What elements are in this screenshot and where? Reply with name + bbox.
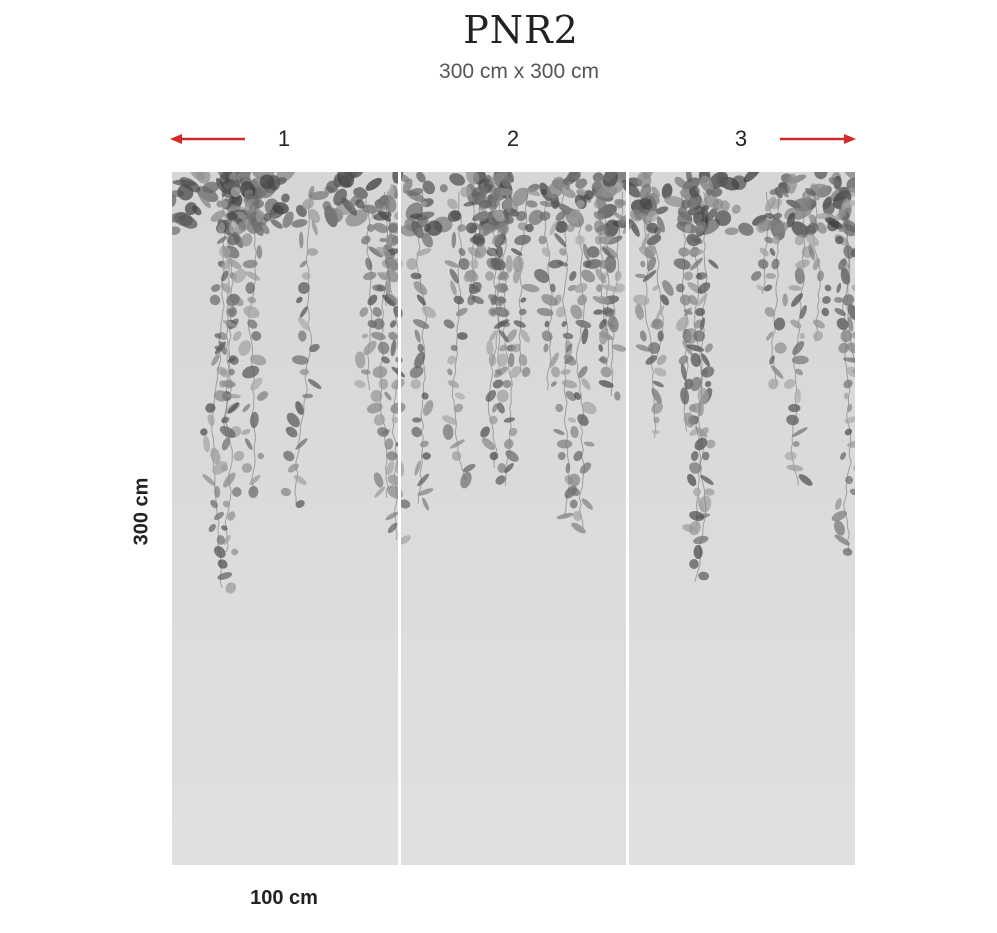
wisteria-foliage-image xyxy=(167,162,868,594)
height-dimension-label: 300 cm xyxy=(130,477,153,546)
panel-divider xyxy=(626,172,629,865)
arrow-left-icon xyxy=(170,134,245,144)
panel-number-1: 1 xyxy=(277,126,291,151)
arrow-right-icon xyxy=(780,134,856,144)
product-dimensions: 300 cm x 300 cm xyxy=(439,60,599,83)
mural-preview xyxy=(167,162,868,865)
panel-number-3: 3 xyxy=(734,126,748,151)
panel-number-2: 2 xyxy=(506,126,520,151)
panel-divider xyxy=(398,172,401,865)
product-title: PNR2 xyxy=(463,8,579,52)
panel-width-label: 100 cm xyxy=(250,887,318,909)
